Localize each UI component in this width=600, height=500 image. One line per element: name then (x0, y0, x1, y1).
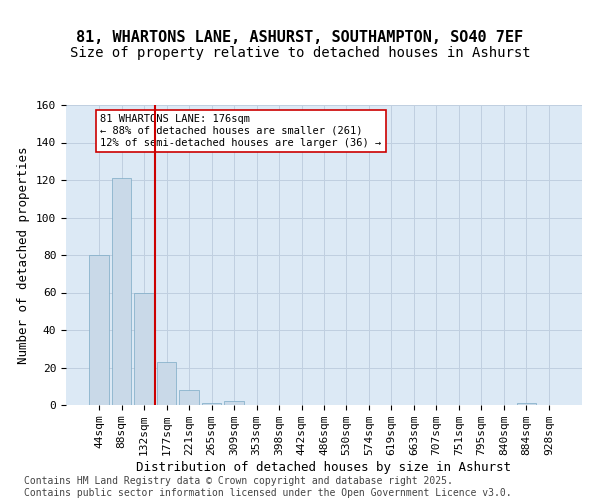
Bar (89, 255, 109, 405)
Text: 81, WHARTONS LANE, ASHURST, SOUTHAMPTON, SO40 7EF: 81, WHARTONS LANE, ASHURST, SOUTHAMPTON,… (76, 30, 524, 45)
Bar (517, 403, 536, 405)
Bar (202, 403, 221, 405)
Y-axis label: Number of detached properties: Number of detached properties (17, 146, 31, 364)
Bar (157, 362, 176, 405)
Bar (134, 292, 154, 405)
Text: 81 WHARTONS LANE: 176sqm
← 88% of detached houses are smaller (261)
12% of semi-: 81 WHARTONS LANE: 176sqm ← 88% of detach… (100, 114, 382, 148)
Text: Contains HM Land Registry data © Crown copyright and database right 2025.
Contai: Contains HM Land Registry data © Crown c… (24, 476, 512, 498)
Bar (179, 390, 199, 405)
Bar (224, 401, 244, 405)
Text: Size of property relative to detached houses in Ashurst: Size of property relative to detached ho… (70, 46, 530, 60)
Bar (112, 178, 131, 405)
X-axis label: Distribution of detached houses by size in Ashurst: Distribution of detached houses by size … (137, 461, 511, 474)
